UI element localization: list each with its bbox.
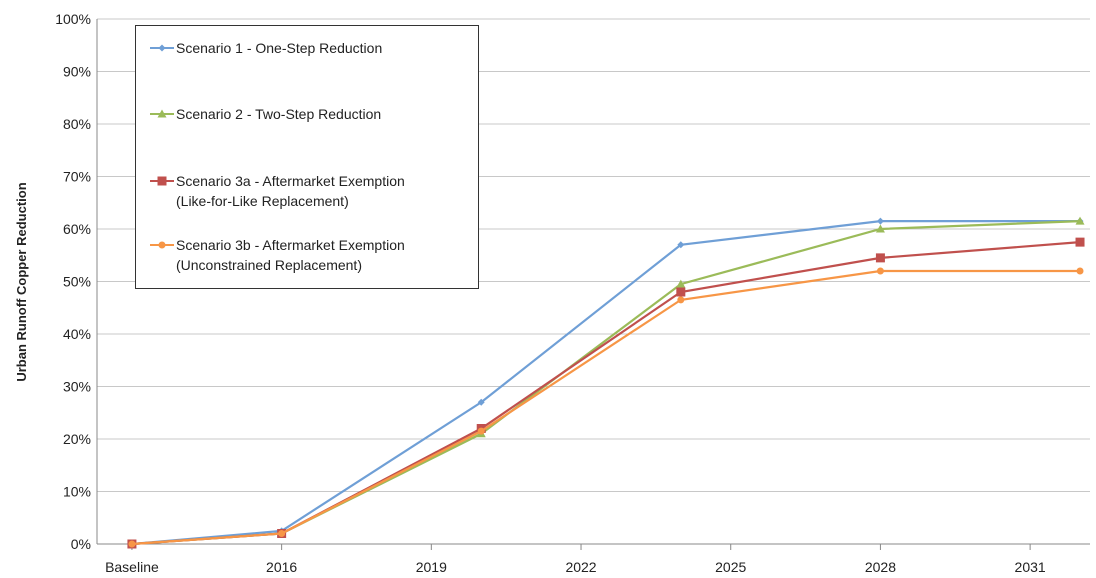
legend-swatch [150,109,174,118]
legend-label: Scenario 3a - Aftermarket Exemption (Lik… [176,173,405,209]
x-tick-label: 2019 [416,559,447,575]
marker [875,224,885,233]
y-tick-label: 10% [63,484,91,500]
marker [477,398,485,406]
marker [278,530,286,537]
legend-label: Scenario 2 - Two-Step Reduction [176,106,382,122]
y-tick-label: 100% [55,11,91,27]
marker [1075,237,1085,247]
y-tick-label: 30% [63,379,91,395]
x-tick-label: 2022 [565,559,596,575]
y-tick-label: 80% [63,116,91,132]
marker [875,253,885,263]
marker [676,287,686,297]
marker [477,427,485,435]
x-tick-label: 2016 [266,559,297,575]
x-tick-label: Baseline [105,559,159,575]
x-tick-label: 2025 [715,559,746,575]
x-tick-label: 2031 [1015,559,1046,575]
legend-swatch [150,241,174,249]
marker [157,176,167,186]
legend: Scenario 1 - One-Step Reduction Scenario … [135,25,479,289]
marker [128,540,136,548]
legend-item: Scenario 3b - Aftermarket Exemption (Unc… [148,235,405,275]
legend-item: Scenario 1 - One-Step Reduction [148,38,382,58]
legend-item: Scenario 2 - Two-Step Reduction [148,104,381,124]
marker [677,241,685,249]
marker [1075,216,1085,225]
series-line [131,220,1081,546]
x-tick-label: 2028 [865,559,896,575]
y-axis-label: Urban Runoff Copper Reduction [14,182,29,381]
legend-label: Scenario 1 - One-Step Reduction [176,40,383,56]
legend-item: Scenario 3a - Aftermarket Exemption (Lik… [148,171,405,211]
marker [157,109,167,118]
y-tick-label: 20% [63,431,91,447]
legend-swatch [150,44,174,52]
marker [677,296,685,304]
marker [876,217,884,225]
legend-label: Scenario 3b - Aftermarket Exemption (Unc… [176,237,405,273]
y-tick-label: 90% [63,64,91,80]
marker [158,241,166,249]
y-tick-label: 50% [63,274,91,290]
series-line [131,269,1081,546]
marker [1076,267,1084,275]
y-tick-label: 70% [63,169,91,185]
y-tick-label: 60% [63,221,91,237]
marker [876,267,884,275]
y-tick-label: 0% [71,536,91,552]
marker [676,279,686,288]
y-tick-label: 40% [63,326,91,342]
legend-swatch [150,176,174,186]
marker [158,44,166,52]
